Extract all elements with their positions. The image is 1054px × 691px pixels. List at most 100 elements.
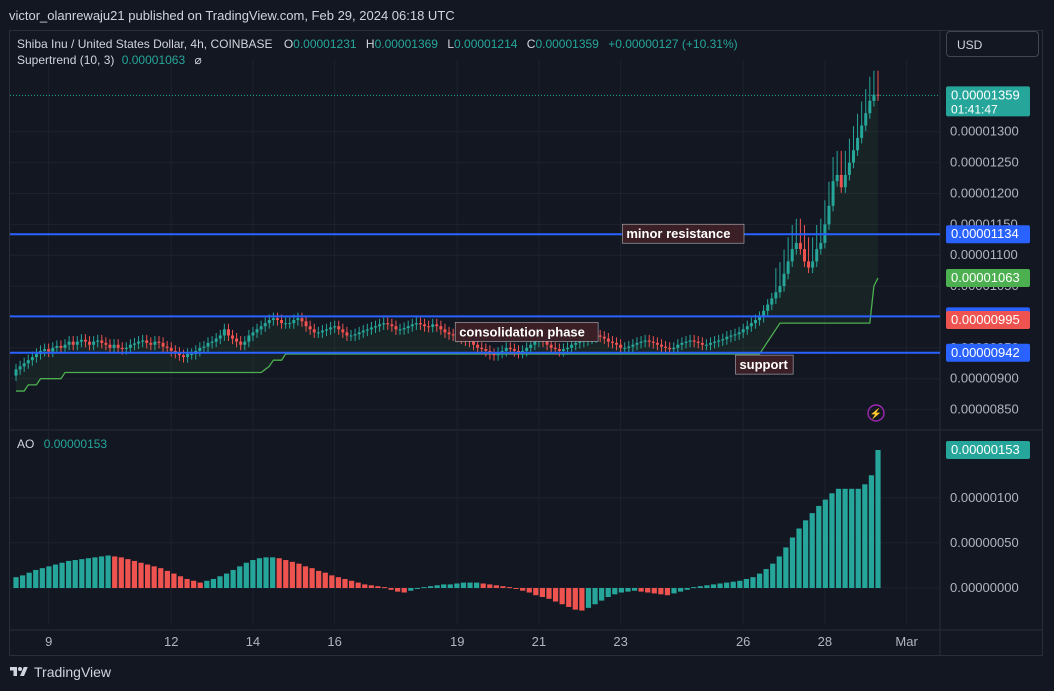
ao-bar xyxy=(125,559,131,588)
ao-bar xyxy=(520,588,526,591)
candle-body xyxy=(827,205,831,225)
candle-body xyxy=(721,339,725,341)
candle-body xyxy=(304,321,308,327)
candle-body xyxy=(222,329,226,336)
candle-body xyxy=(435,324,439,327)
ao-bar xyxy=(460,582,467,588)
candle-body xyxy=(598,335,602,337)
candle-body xyxy=(414,323,418,325)
ao-bar xyxy=(868,475,875,588)
candle-body xyxy=(271,318,275,321)
candle-body xyxy=(831,181,835,206)
ao-bar xyxy=(335,577,342,588)
lightning-icon[interactable] xyxy=(867,404,885,422)
ao-bar xyxy=(487,584,493,588)
annotation-box[interactable] xyxy=(454,322,599,342)
candle-body xyxy=(26,360,30,364)
ao-bar xyxy=(566,588,572,607)
candle-body xyxy=(647,340,651,342)
candle-body xyxy=(251,332,255,336)
candle-body xyxy=(357,332,361,335)
candle-body xyxy=(717,340,721,342)
open-label: O xyxy=(283,37,294,51)
ao-badge-label: 0.00000153 xyxy=(951,442,1020,457)
candle-body xyxy=(525,347,529,351)
supertrend-line xyxy=(16,277,879,392)
ao-bar xyxy=(875,450,881,588)
ao-bar xyxy=(230,569,236,588)
ao-bar xyxy=(362,584,368,588)
ao-bar xyxy=(513,588,519,589)
candle-body xyxy=(55,345,59,348)
low-value: 0.00001214 xyxy=(454,37,518,51)
ao-bar xyxy=(223,573,230,588)
candle-body xyxy=(504,347,508,351)
candle-body xyxy=(63,344,67,348)
ao-bar xyxy=(664,588,671,596)
candle-body xyxy=(651,341,655,343)
candle-body xyxy=(753,320,757,324)
ao-bar xyxy=(98,556,105,588)
ao-bar xyxy=(434,585,440,588)
candle-body xyxy=(153,341,157,345)
time-tick-label: 21 xyxy=(532,634,546,649)
ao-bar xyxy=(631,588,638,591)
candle-body xyxy=(108,344,112,348)
candle-body xyxy=(169,347,173,351)
ao-bar xyxy=(66,560,72,588)
ao-bar xyxy=(552,588,559,602)
ao-bar xyxy=(625,588,631,592)
currency-button[interactable]: USD xyxy=(946,31,1039,57)
candle-body xyxy=(320,330,324,333)
candle-body xyxy=(664,346,668,348)
annotation-label: minor resistance xyxy=(626,226,730,241)
ao-bar xyxy=(776,556,782,588)
candle-body xyxy=(14,369,18,376)
circle-slash-icon[interactable]: ⌀ xyxy=(194,53,202,67)
ao-legend[interactable]: AO 0.00000153 xyxy=(17,437,107,451)
supertrend-legend[interactable]: Supertrend (10, 3) 0.00001063 ⌀ xyxy=(17,53,202,67)
candle-body xyxy=(316,332,320,334)
candle-body xyxy=(165,346,169,348)
candle-body xyxy=(553,347,557,350)
candle-body xyxy=(860,125,864,138)
annotation-box[interactable] xyxy=(735,354,794,375)
ao-bar xyxy=(395,588,401,592)
annotation-label: support xyxy=(739,357,788,372)
candle-body xyxy=(292,320,296,324)
candle-body xyxy=(386,323,390,325)
candle-body xyxy=(243,341,247,345)
ao-bar xyxy=(276,558,282,588)
close-label: C xyxy=(526,37,536,51)
footer-brand[interactable]: TradingView xyxy=(10,664,111,680)
ao-bar xyxy=(493,585,499,588)
ao-bar xyxy=(138,562,144,588)
supertrend-label: Supertrend (10, 3) xyxy=(17,53,115,67)
ao-bar xyxy=(263,557,269,588)
candle-body xyxy=(308,326,312,330)
price-tick-label: 0.00001250 xyxy=(950,155,1019,170)
candle-body xyxy=(296,318,300,321)
ao-bar xyxy=(197,582,203,588)
published-info: victor_olanrewaju21 published on Trading… xyxy=(9,8,455,23)
candle-body xyxy=(512,349,516,351)
ao-bar xyxy=(829,493,835,588)
ao-bar xyxy=(322,572,328,588)
candle-body xyxy=(116,344,120,348)
candle-body xyxy=(602,336,606,339)
candle-body xyxy=(96,340,100,342)
candle-body xyxy=(427,326,431,328)
candle-body xyxy=(47,349,51,352)
candle-body xyxy=(214,338,218,342)
candle-body xyxy=(312,329,316,333)
candle-body xyxy=(676,344,680,348)
ao-bar xyxy=(348,580,355,588)
ao-bar xyxy=(803,520,809,588)
candle-body xyxy=(566,347,570,350)
candle-body xyxy=(704,344,708,346)
ao-bar xyxy=(809,513,815,588)
ao-bar xyxy=(750,577,756,588)
ao-bar xyxy=(112,556,118,588)
annotation-box[interactable] xyxy=(622,223,745,244)
